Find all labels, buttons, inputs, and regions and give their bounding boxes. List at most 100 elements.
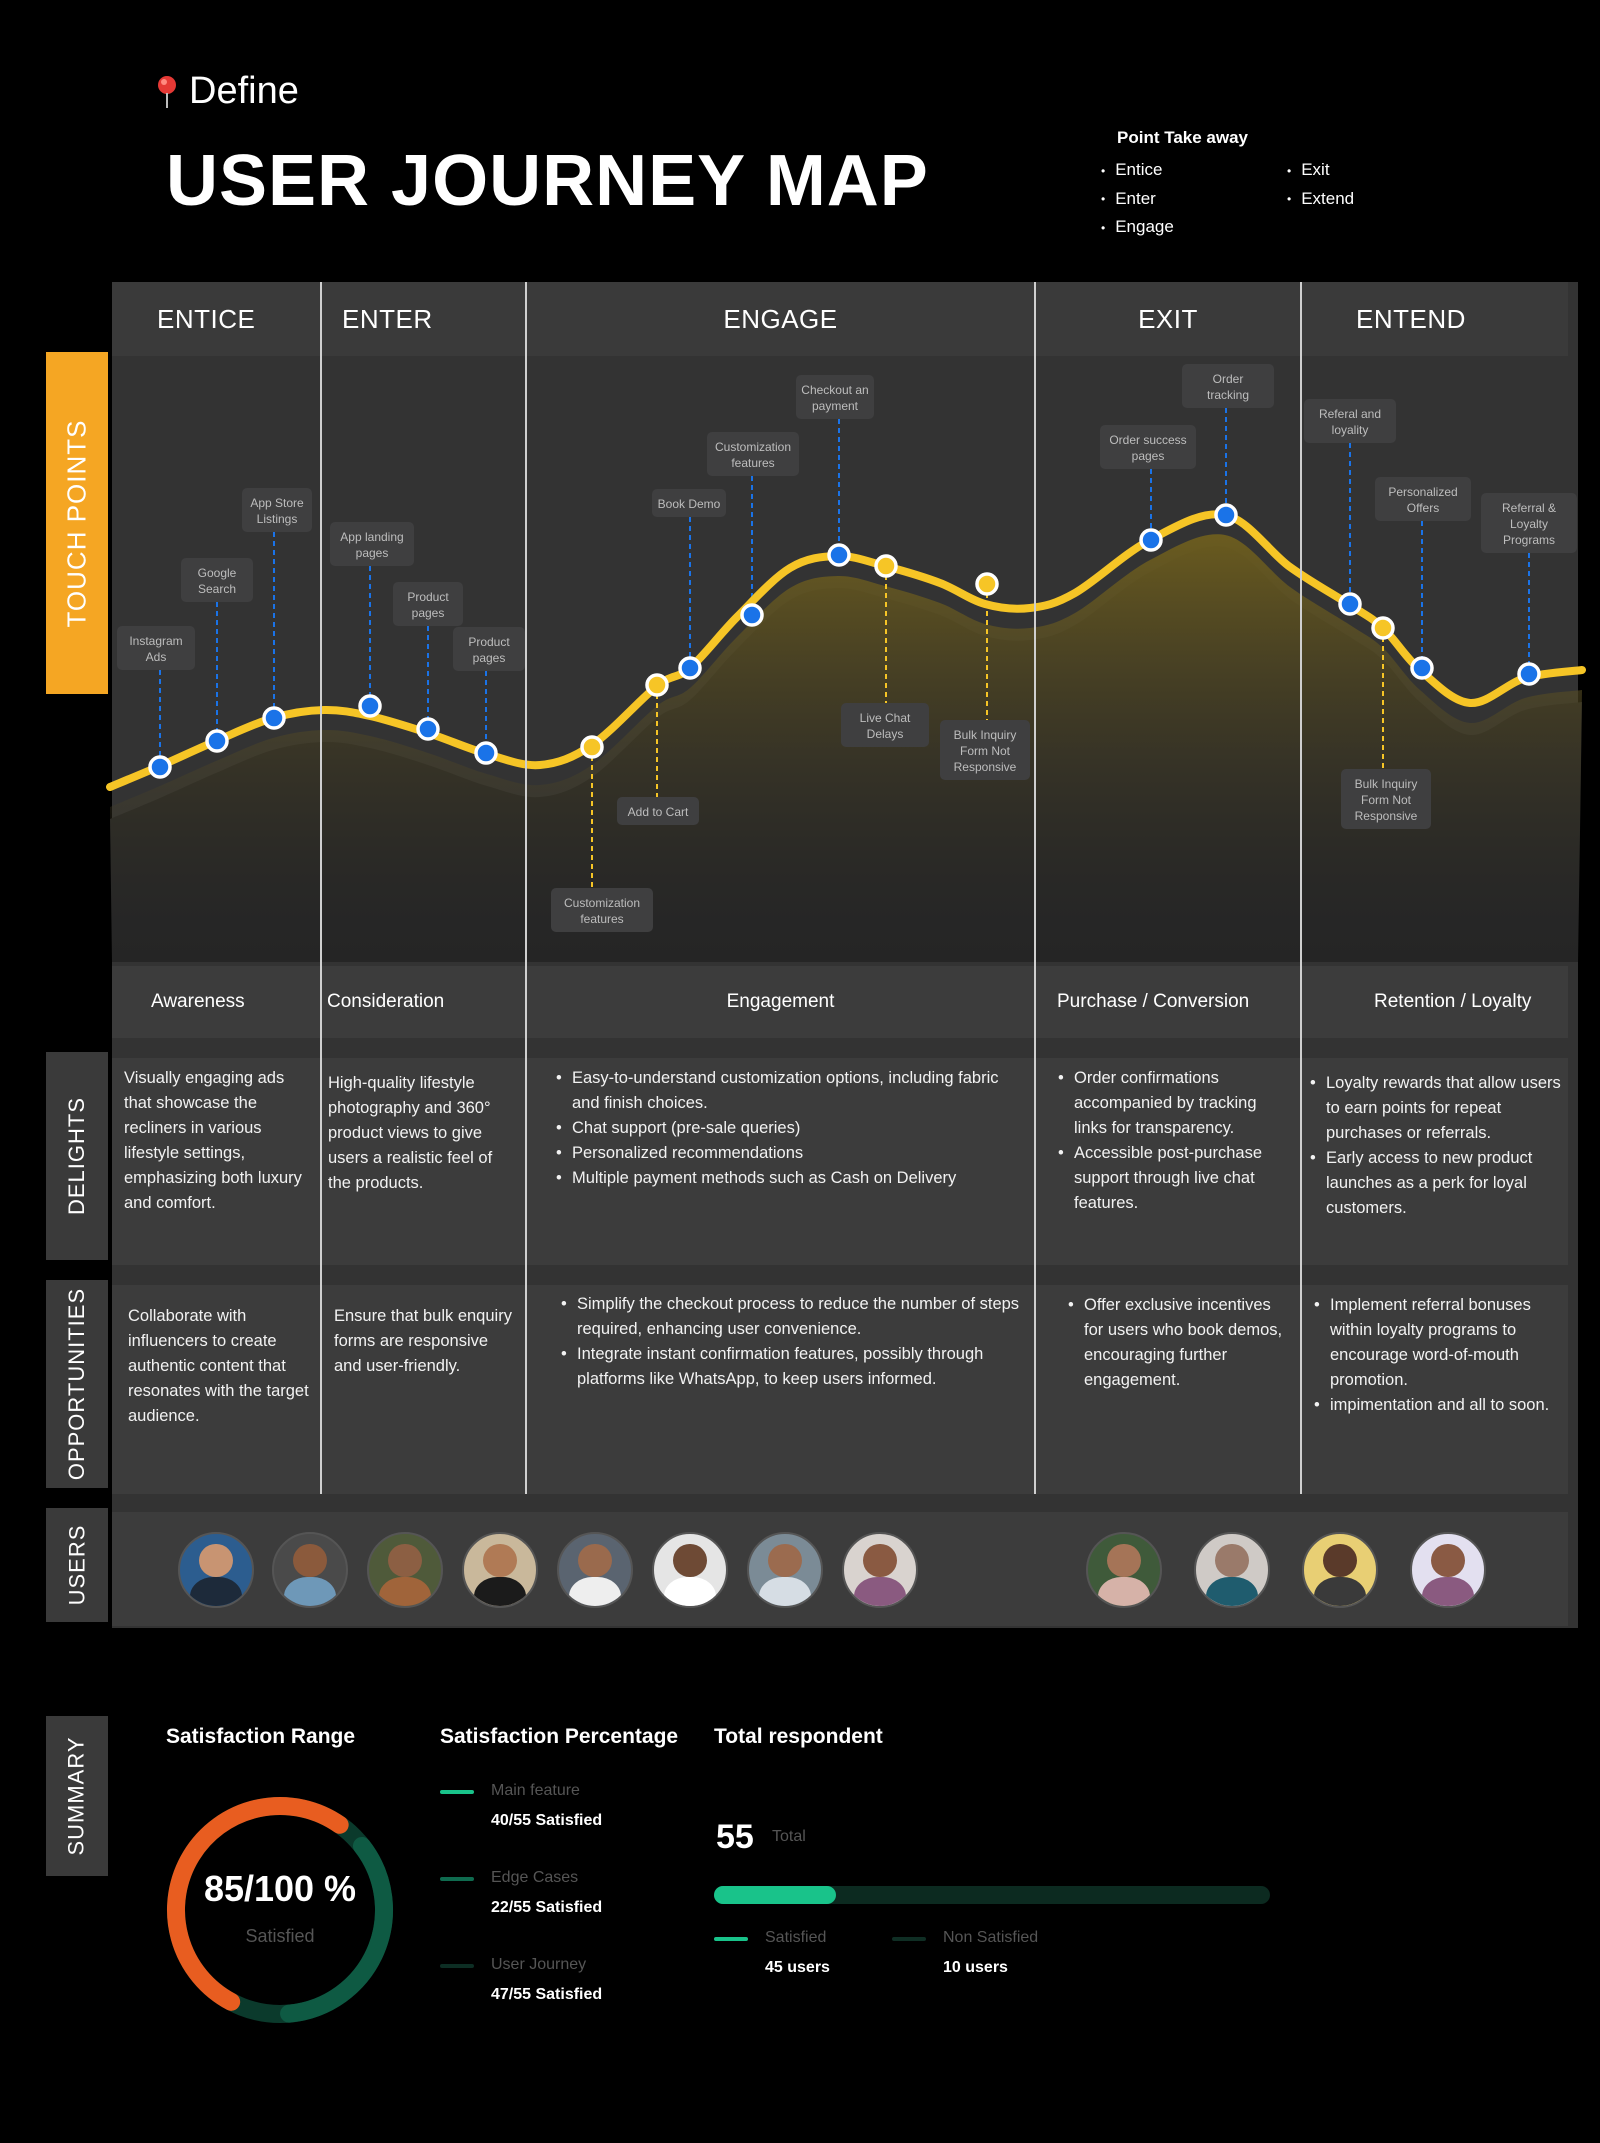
touch-point-label: Offers	[1407, 501, 1439, 515]
user-avatar[interactable]	[178, 1532, 254, 1608]
delights-entice: Visually engaging ads that showcase the …	[124, 1069, 302, 1212]
user-avatar[interactable]	[652, 1532, 728, 1608]
touch-point-label: Loyalty	[1510, 517, 1548, 531]
takeaway-list-right: Exit Extend	[1287, 156, 1354, 213]
delight-item: Easy-to-understand customization options…	[556, 1066, 1016, 1116]
curve-area	[110, 534, 1582, 962]
touch-point-dot[interactable]	[1517, 662, 1541, 686]
user-avatar[interactable]	[1194, 1532, 1270, 1608]
summary-label: SUMMARY	[64, 1736, 89, 1856]
touch-point-dot[interactable]	[1371, 616, 1395, 640]
non-satisfied-value: 10 users	[943, 1959, 1008, 1976]
total-respondent-title: Total respondent	[714, 1725, 883, 1748]
touch-point-label-box	[652, 489, 726, 517]
user-avatar[interactable]	[747, 1532, 823, 1608]
touch-point-dot[interactable]	[148, 755, 172, 779]
gauge-orange-segment	[167, 1797, 349, 2011]
touch-point-label-box	[1481, 493, 1577, 553]
user-avatar[interactable]	[1410, 1532, 1486, 1608]
touch-point-label: Listings	[257, 512, 298, 526]
opportunity-item: Simplify the checkout process to reduce …	[561, 1292, 1021, 1342]
touch-point-dot[interactable]	[874, 554, 898, 578]
touch-point-dot[interactable]	[1410, 656, 1434, 680]
gauge-caption: Satisfied	[245, 1926, 315, 1946]
touch-point-dot[interactable]	[1338, 592, 1362, 616]
touch-point-label: App Store	[250, 496, 304, 510]
summary-tab: SUMMARY	[46, 1716, 108, 1876]
touch-point-label: Product	[468, 635, 510, 649]
satisfaction-percentage-title: Satisfaction Percentage	[440, 1725, 679, 1748]
opportunity-item: Integrate instant confirmation features,…	[561, 1342, 1021, 1392]
touch-point-label: Personalized	[1388, 485, 1457, 499]
user-avatar[interactable]	[842, 1532, 918, 1608]
respondent-progress-fill	[714, 1886, 837, 1904]
touch-point-dot[interactable]	[678, 656, 702, 680]
user-avatar[interactable]	[462, 1532, 538, 1608]
opportunities-exit: Offer exclusive incentives for users who…	[1068, 1293, 1290, 1393]
touch-point-dot[interactable]	[205, 729, 229, 753]
touch-points-tab: TOUCH POINTS	[46, 352, 108, 694]
touch-point-label: Referal and	[1319, 407, 1381, 421]
touch-point-label-box	[796, 375, 874, 419]
stage-purchase: Purchase / Conversion	[1036, 966, 1300, 1038]
touch-point-label-box	[841, 703, 929, 747]
touch-point-label-box	[1100, 425, 1196, 469]
touch-point-label: Instagram	[129, 634, 182, 648]
section-heading: Define	[155, 70, 299, 113]
touch-point-dot[interactable]	[474, 741, 498, 765]
opportunities-cell-bg	[112, 1285, 320, 1494]
touch-point-label: features	[580, 912, 623, 926]
touch-point-label-box	[1341, 769, 1431, 829]
touch-point-label: Book Demo	[658, 497, 721, 511]
gauge-green-segment	[280, 1836, 393, 2023]
touch-point-dot[interactable]	[645, 673, 669, 697]
page-title: USER JOURNEY MAP	[166, 141, 929, 221]
users-tab: USERS	[46, 1508, 108, 1622]
stage-engagement: Engagement	[527, 966, 1034, 1038]
phase-extend: ENTEND	[1302, 282, 1568, 356]
legend-marker	[440, 1964, 474, 1968]
touch-point-label: Order	[1213, 372, 1244, 386]
delight-item: Early access to new product launches as …	[1310, 1146, 1564, 1221]
user-avatar[interactable]	[272, 1532, 348, 1608]
touch-point-dot[interactable]	[740, 603, 764, 627]
legend-marker	[714, 1937, 748, 1941]
legend-value: 47/55 Satisfied	[491, 1986, 603, 2003]
opportunity-item: Offer exclusive incentives for users who…	[1068, 1293, 1290, 1393]
delights-cell-bg	[322, 1058, 525, 1265]
user-avatar[interactable]	[1086, 1532, 1162, 1608]
touch-point-dot[interactable]	[1139, 528, 1163, 552]
touch-point-label: App landing	[340, 530, 403, 544]
satisfaction-range-title: Satisfaction Range	[166, 1725, 356, 1748]
opportunity-item: impimentation and all to soon.	[1314, 1393, 1564, 1418]
touch-point-dot[interactable]	[262, 706, 286, 730]
touch-point-dot[interactable]	[1214, 503, 1238, 527]
touch-point-dot[interactable]	[580, 735, 604, 759]
touch-point-label: Product	[407, 590, 449, 604]
touch-point-label: pages	[473, 651, 506, 665]
user-avatar[interactable]	[367, 1532, 443, 1608]
touch-point-label: Delays	[867, 727, 904, 741]
total-caption: Total	[772, 1828, 806, 1845]
users-label: USERS	[64, 1524, 90, 1606]
user-avatar[interactable]	[557, 1532, 633, 1608]
touch-point-dot[interactable]	[358, 694, 382, 718]
divider	[1300, 282, 1302, 1494]
delight-item: Order confirmations accompanied by track…	[1058, 1066, 1294, 1141]
user-avatar[interactable]	[1302, 1532, 1378, 1608]
satisfied-label: Satisfied	[765, 1929, 827, 1946]
touch-point-label-box	[1375, 477, 1471, 521]
takeaway-item: Enter	[1101, 185, 1174, 214]
touch-point-label: payment	[812, 399, 859, 413]
non-satisfied-label: Non Satisfied	[943, 1929, 1039, 1946]
touch-point-dot[interactable]	[827, 543, 851, 567]
touch-point-label: pages	[1132, 449, 1165, 463]
delights-label: DELIGHTS	[64, 1096, 89, 1216]
touch-point-dot[interactable]	[975, 572, 999, 596]
legend-name: User Journey	[491, 1956, 587, 1973]
legend-marker	[440, 1877, 474, 1881]
touch-point-dot[interactable]	[416, 717, 440, 741]
delight-item: Personalized recommendations	[556, 1141, 1016, 1166]
divider	[320, 282, 322, 1494]
